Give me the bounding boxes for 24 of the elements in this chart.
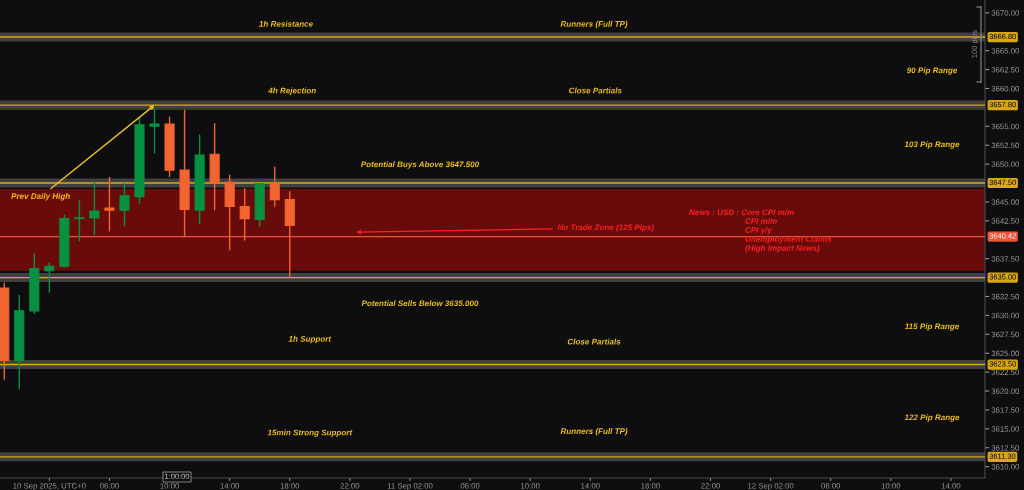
candlestick — [74, 198, 85, 242]
annotation: 4h Rejection — [268, 87, 316, 95]
annotation: 115 Pip Range — [904, 323, 960, 331]
annotation: Runners (Full TP) — [560, 20, 628, 29]
annotation: Prev Daily High — [11, 193, 70, 201]
candlestick — [269, 165, 280, 208]
annotation: No Trade Zone (125 Pips) — [557, 224, 654, 232]
annotation: Close Partials — [567, 338, 621, 345]
annotation: 103 Pip Range — [904, 141, 960, 149]
annotation: 15min Strong Support — [267, 429, 353, 437]
annotation: Potential Sells Below 3635.000 — [361, 300, 479, 307]
annotation: 1h Resistance — [259, 20, 313, 27]
candlestick — [104, 176, 115, 233]
candlestick — [239, 187, 250, 242]
annotation: Runners (Full TP) — [560, 428, 628, 436]
candlestick — [89, 180, 100, 236]
annotation: Close Partials — [569, 87, 622, 94]
annotation: 1h Support — [288, 335, 332, 344]
annotation: Potential Buys Above 3647.500 — [360, 161, 480, 169]
annotation: 122 Pip Range — [904, 414, 960, 422]
candlestick — [119, 182, 130, 227]
annotation: News : USD : Core CPI m/m — [689, 209, 794, 216]
annotation: 90 Pip Range — [906, 67, 958, 75]
annotation: CPI m/m CPI y/y Unemployment Claims (High Impact News) — [745, 218, 832, 253]
